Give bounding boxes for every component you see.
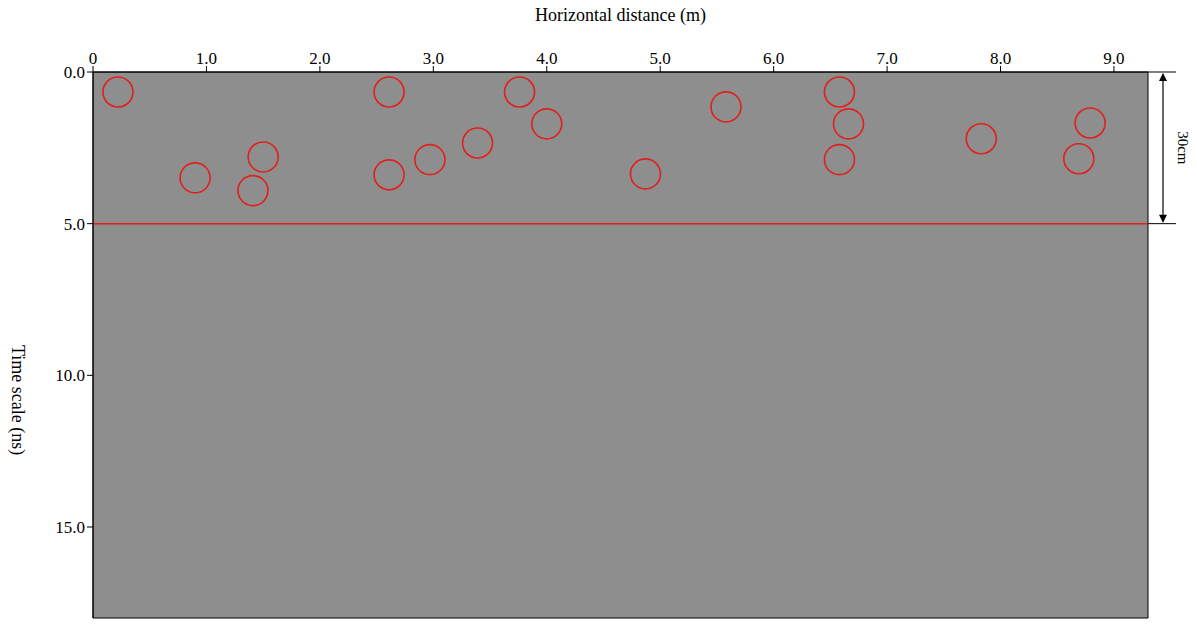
- svg-text:5.0: 5.0: [64, 215, 85, 234]
- svg-text:10.0: 10.0: [55, 366, 85, 385]
- svg-text:2.0: 2.0: [309, 49, 330, 68]
- svg-text:5.0: 5.0: [650, 49, 671, 68]
- svg-text:Time scale (ns): Time scale (ns): [7, 345, 28, 455]
- svg-text:3.0: 3.0: [423, 49, 444, 68]
- svg-text:15.0: 15.0: [55, 518, 85, 537]
- svg-text:7.0: 7.0: [876, 49, 897, 68]
- svg-text:Horizontal distance (m): Horizontal distance (m): [535, 5, 706, 26]
- svg-text:8.0: 8.0: [990, 49, 1011, 68]
- svg-text:1.0: 1.0: [196, 49, 217, 68]
- svg-text:0: 0: [89, 49, 98, 68]
- svg-text:9.0: 9.0: [1103, 49, 1124, 68]
- svg-text:30cm: 30cm: [1175, 131, 1191, 165]
- svg-text:0.0: 0.0: [64, 63, 85, 82]
- svg-text:4.0: 4.0: [536, 49, 557, 68]
- svg-text:6.0: 6.0: [763, 49, 784, 68]
